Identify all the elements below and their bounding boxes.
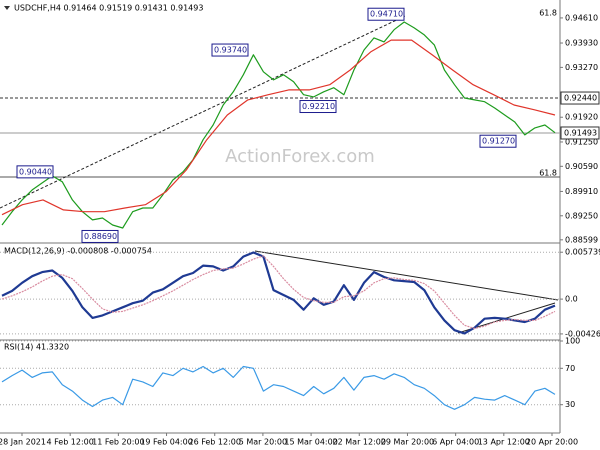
x-tick-label: 26 Feb 12:00 <box>188 438 240 447</box>
y-tick-label: 0.91250 <box>565 137 598 146</box>
x-tick-label: 15 Mar 04:00 <box>284 438 337 447</box>
annotation-label: 0.88690 <box>84 232 117 241</box>
menu-icon <box>4 6 10 10</box>
annotation-box <box>367 7 405 21</box>
y-tick-label: 0.005739 <box>565 248 600 257</box>
price-tag-label: 0.92440 <box>564 94 597 103</box>
y-tick-label: 0.91920 <box>565 113 598 122</box>
x-tick-label: 11 Feb 20:00 <box>92 438 144 447</box>
y-tick-label: 0.93930 <box>565 39 598 48</box>
y-tick-label: 0.88599 <box>565 235 598 244</box>
y-tick-label: 100 <box>565 337 580 346</box>
x-tick-label: 20 Apr 20:00 <box>526 438 578 447</box>
y-tick-label: 0.89910 <box>565 187 598 196</box>
x-tick-label: 19 Feb 04:00 <box>140 438 192 447</box>
trendline <box>254 250 559 301</box>
y-tick-label: 0.90590 <box>565 162 598 171</box>
y-tick-label: 30 <box>565 400 575 409</box>
y-tick-label: 0.0 <box>565 295 578 304</box>
y-tick-label: 0.94610 <box>565 13 598 22</box>
series-line <box>1 251 556 335</box>
annotation-box <box>479 134 517 148</box>
x-tick-label: 4 Feb 12:00 <box>46 438 93 447</box>
annotation-box <box>16 165 54 179</box>
panel-title: MACD(12,26,9) -0.000808 -0.000754 <box>4 247 152 256</box>
chart-title: USDCHF,H4 0.91464 0.91519 0.91431 0.9149… <box>14 4 203 13</box>
series-line <box>1 39 556 216</box>
annotation-box <box>211 43 249 57</box>
annotation-label: 0.93740 <box>214 46 247 55</box>
price-tag <box>560 126 600 140</box>
x-tick-label: 22 Mar 12:00 <box>333 438 386 447</box>
x-tick-label: 6 Apr 04:00 <box>432 438 479 447</box>
annotation-label: 0.90440 <box>19 167 52 176</box>
fib-label: 61.8 <box>539 169 557 178</box>
y-tick-label: 0.89250 <box>565 211 598 220</box>
x-tick-label: 13 Apr 12:00 <box>478 438 530 447</box>
series-line <box>1 255 556 330</box>
annotation-box <box>81 229 119 243</box>
price-tag <box>560 91 600 105</box>
panel-title: RSI(14) 41.3320 <box>4 343 69 352</box>
annotation-label: 0.94710 <box>370 10 403 19</box>
annotation-label: 0.91270 <box>482 137 515 146</box>
x-tick-label: 28 Jan 2021 <box>0 438 46 447</box>
x-tick-label: 29 Mar 20:00 <box>381 438 434 447</box>
watermark: ActionForex.com <box>225 146 375 167</box>
y-tick-label: 0.93270 <box>565 63 598 72</box>
fib-label: 61.8 <box>539 9 557 18</box>
y-tick-label: 70 <box>565 364 575 373</box>
annotation-label: 0.92210 <box>302 102 335 111</box>
annotation-box <box>299 100 337 114</box>
price-tag-label: 0.91493 <box>564 128 597 137</box>
series-line <box>1 21 556 229</box>
x-tick-label: 5 Mar 20:00 <box>239 438 287 447</box>
series-line <box>1 365 556 410</box>
